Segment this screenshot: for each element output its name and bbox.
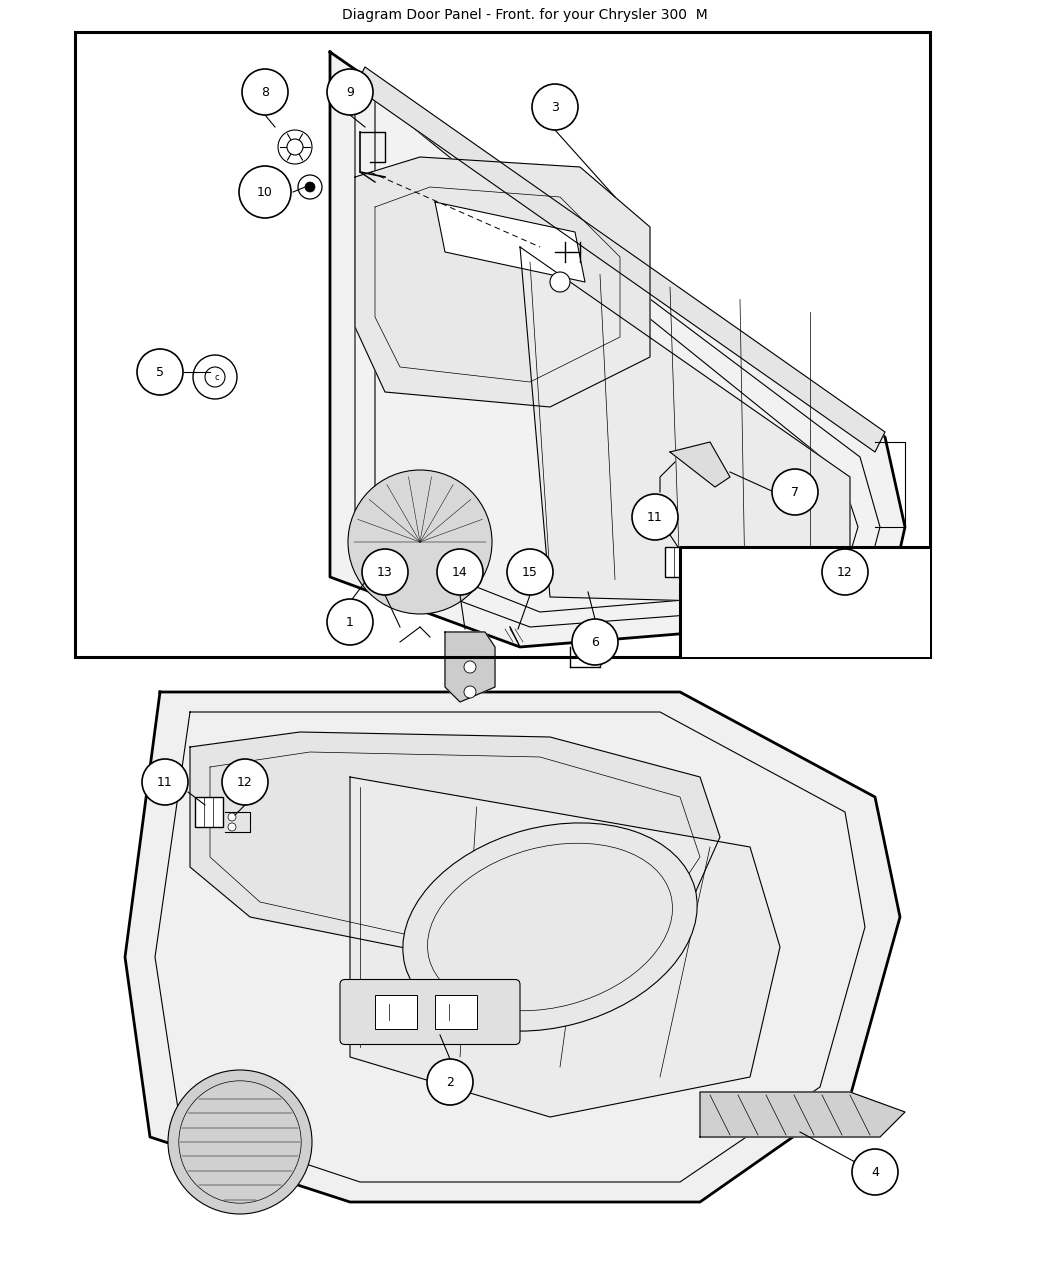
- Circle shape: [142, 759, 188, 805]
- Bar: [375, 995, 417, 1029]
- Polygon shape: [355, 157, 650, 407]
- Circle shape: [298, 175, 322, 199]
- Text: 10: 10: [257, 185, 273, 198]
- Polygon shape: [445, 632, 495, 702]
- Circle shape: [168, 1070, 312, 1214]
- Text: 4: 4: [872, 1166, 879, 1179]
- Text: 11: 11: [158, 775, 173, 788]
- Polygon shape: [670, 442, 730, 487]
- Text: 3: 3: [551, 101, 559, 114]
- Circle shape: [427, 1059, 472, 1105]
- Text: c: c: [214, 373, 219, 382]
- Polygon shape: [435, 202, 585, 282]
- Circle shape: [362, 549, 408, 595]
- Circle shape: [136, 349, 183, 395]
- Text: 9: 9: [346, 86, 354, 98]
- Text: 7: 7: [791, 485, 799, 498]
- FancyBboxPatch shape: [340, 979, 520, 1045]
- Polygon shape: [355, 66, 885, 452]
- Circle shape: [464, 661, 476, 673]
- Circle shape: [437, 549, 483, 595]
- Text: 5: 5: [156, 365, 164, 378]
- Text: 6: 6: [591, 636, 598, 649]
- Circle shape: [550, 272, 570, 292]
- Text: 8: 8: [261, 86, 269, 98]
- Circle shape: [348, 470, 492, 614]
- Text: 13: 13: [377, 566, 393, 578]
- Text: 11: 11: [647, 511, 663, 524]
- Bar: [195, 797, 223, 827]
- Circle shape: [632, 494, 678, 540]
- Ellipse shape: [403, 822, 697, 1031]
- Circle shape: [464, 686, 476, 699]
- Circle shape: [327, 599, 373, 645]
- Polygon shape: [125, 692, 900, 1202]
- Text: 12: 12: [837, 566, 853, 578]
- Polygon shape: [330, 52, 905, 647]
- Text: 2: 2: [446, 1075, 454, 1088]
- Circle shape: [287, 139, 303, 155]
- Polygon shape: [350, 776, 780, 1117]
- Circle shape: [532, 84, 578, 130]
- Circle shape: [822, 549, 868, 595]
- Circle shape: [242, 69, 288, 115]
- Text: Diagram Door Panel - Front. for your Chrysler 300  M: Diagram Door Panel - Front. for your Chr…: [342, 8, 708, 22]
- Bar: [75, 32, 930, 656]
- Circle shape: [228, 813, 236, 821]
- Circle shape: [852, 1149, 898, 1195]
- Circle shape: [193, 355, 237, 398]
- Circle shape: [304, 183, 315, 192]
- Circle shape: [222, 759, 268, 805]
- Polygon shape: [520, 246, 850, 601]
- Bar: [680, 547, 930, 656]
- Polygon shape: [190, 732, 720, 956]
- Text: 15: 15: [522, 566, 538, 578]
- Circle shape: [507, 549, 553, 595]
- Circle shape: [239, 166, 291, 218]
- Bar: [665, 547, 693, 577]
- Polygon shape: [700, 1092, 905, 1137]
- Circle shape: [205, 366, 225, 387]
- Circle shape: [228, 822, 236, 831]
- Bar: [435, 995, 477, 1029]
- Text: 12: 12: [237, 775, 253, 788]
- Circle shape: [572, 619, 618, 665]
- Circle shape: [772, 469, 818, 515]
- Text: 14: 14: [453, 566, 468, 578]
- Circle shape: [327, 69, 373, 115]
- Text: 1: 1: [346, 616, 354, 628]
